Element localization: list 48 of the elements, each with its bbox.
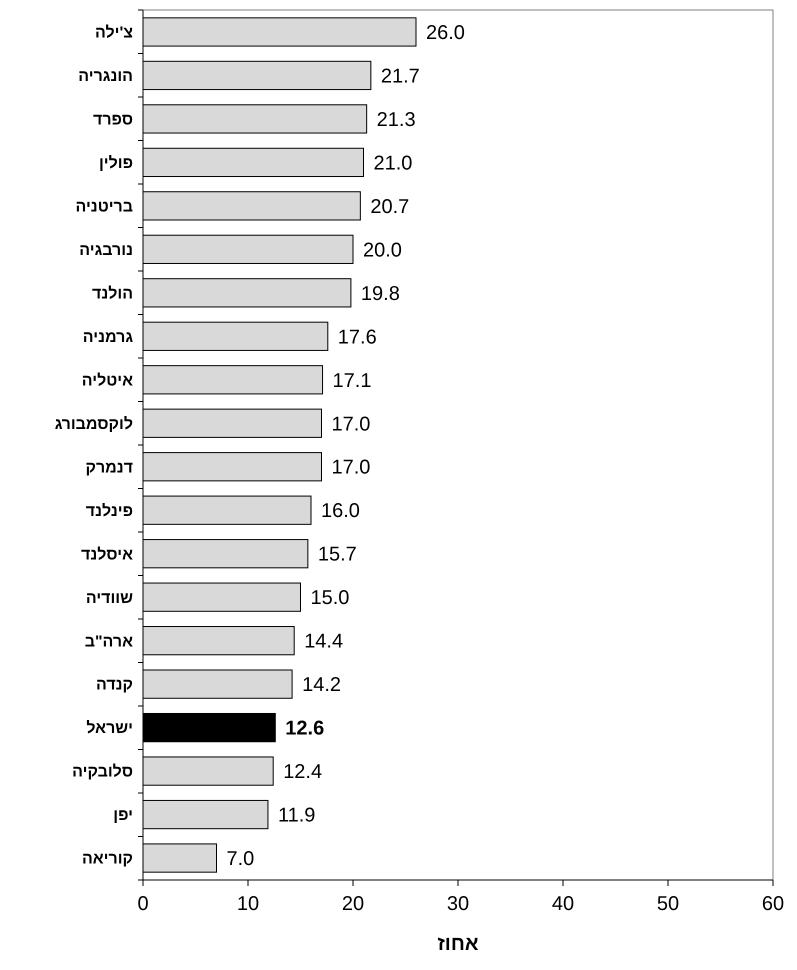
y-tick-label: קנדה xyxy=(96,676,133,694)
data-label: 11.9 xyxy=(278,804,316,827)
y-tick-label: דנמרק xyxy=(85,459,133,476)
y-tick-label: צ'ילה xyxy=(94,24,133,42)
y-tick-label: ישראל xyxy=(86,719,133,738)
x-tick-label: 60 xyxy=(762,893,784,915)
x-axis-title: אחוז xyxy=(438,933,479,955)
data-label: 14.2 xyxy=(302,674,342,696)
y-tick-label: הונגריה xyxy=(78,68,133,86)
data-label: 21.7 xyxy=(380,65,420,88)
data-label: 17.0 xyxy=(332,456,370,479)
data-label: 21.3 xyxy=(376,108,416,131)
data-label: 26.0 xyxy=(426,22,465,44)
y-tick-label: ספרד xyxy=(93,112,133,129)
data-label: 19.8 xyxy=(360,282,400,305)
y-tick-label: שוודיה xyxy=(86,590,134,607)
data-label: 17.0 xyxy=(332,413,370,436)
data-label: 14.4 xyxy=(304,630,344,653)
y-tick-label: הולנד xyxy=(92,284,133,302)
y-tick-label: גרמניה xyxy=(82,328,134,346)
data-label: 17.6 xyxy=(338,326,377,348)
x-tick-label: 10 xyxy=(236,893,260,915)
data-label: 17.1 xyxy=(332,370,372,392)
data-label: 20.0 xyxy=(363,239,402,262)
y-tick-label: נורבגיה xyxy=(79,242,133,259)
data-label: 20.7 xyxy=(370,196,410,218)
x-tick-label: 40 xyxy=(552,893,574,915)
y-tick-label: קוריאה xyxy=(82,850,133,868)
y-tick-label: לוקסמבורג xyxy=(54,414,133,433)
y-tick-label: פינלנד xyxy=(86,502,133,520)
y-tick-label: בריטניה xyxy=(75,198,133,216)
data-label: 12.6 xyxy=(285,718,324,740)
y-tick-label: ארה"ב xyxy=(84,633,134,650)
y-tick-label: איטליה xyxy=(82,371,134,390)
x-tick-label: 30 xyxy=(446,893,470,915)
data-label: 15.0 xyxy=(310,587,350,610)
data-label: 12.4 xyxy=(283,761,322,784)
y-tick-label: יפן xyxy=(113,807,133,824)
x-tick-label: 20 xyxy=(342,893,364,915)
data-label: 16.0 xyxy=(321,500,360,522)
y-tick-label: סלובקיה xyxy=(72,762,133,781)
data-label: 15.7 xyxy=(318,544,357,566)
y-tick-label: פולין xyxy=(98,154,133,172)
x-tick-label: 50 xyxy=(656,893,680,915)
data-label: 7.0 xyxy=(226,848,254,870)
data-label: 21.0 xyxy=(374,152,412,174)
y-tick-label: איסלנד xyxy=(81,545,134,564)
x-tick-label: 0 xyxy=(137,893,149,915)
